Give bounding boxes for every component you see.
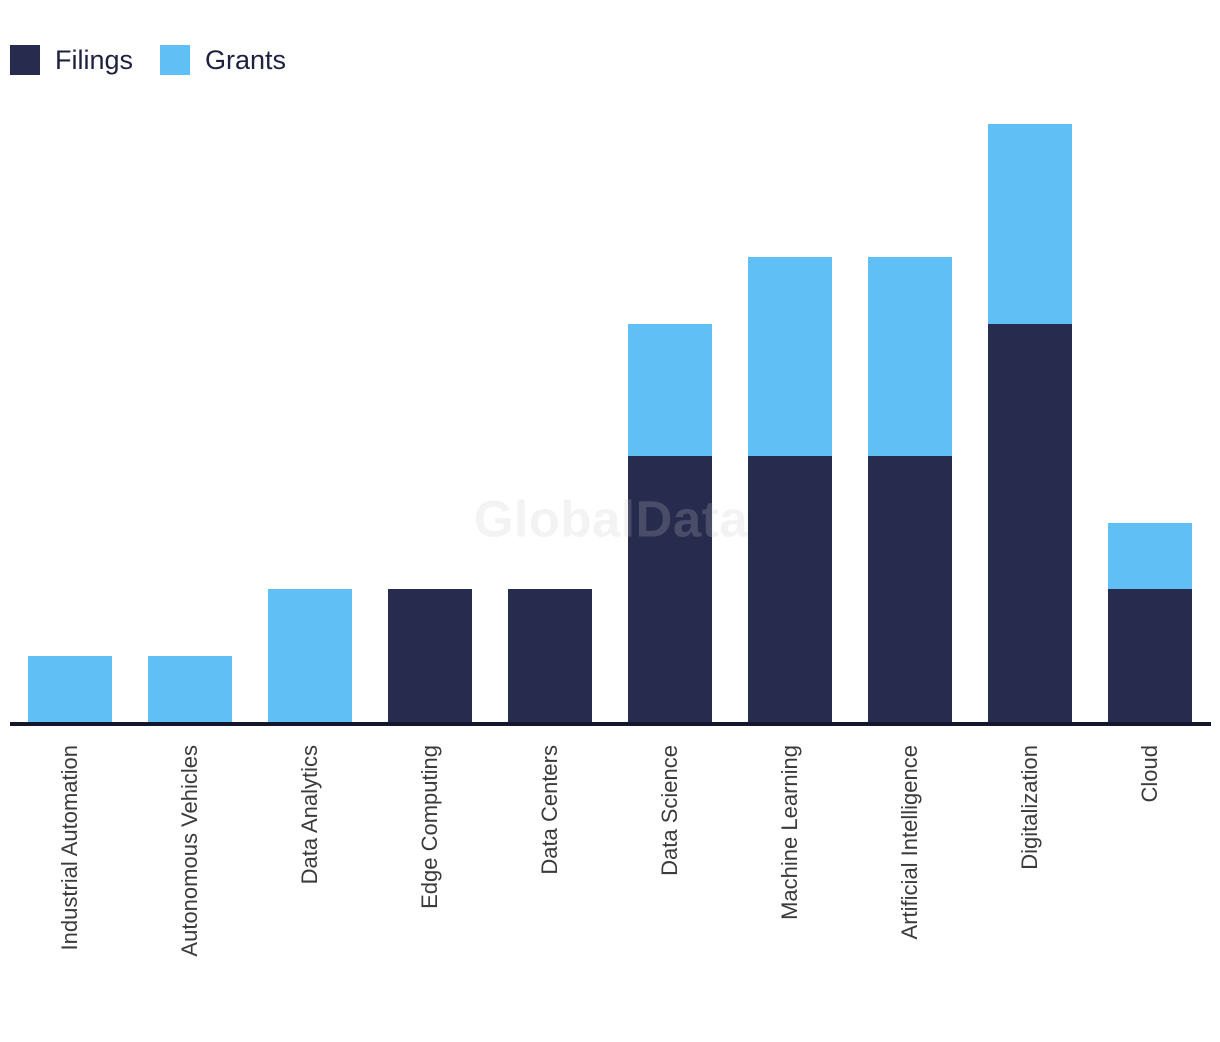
bar-segment-filings — [868, 456, 952, 722]
bar-segment-filings — [988, 323, 1072, 722]
bar-segment-grants — [268, 589, 352, 722]
bar-segment-grants — [28, 655, 112, 722]
legend-item-grants: Grants — [160, 45, 286, 75]
category-label: Digitalization — [1017, 745, 1042, 870]
category-label: Autonomous Vehicles — [177, 745, 202, 957]
category-label: Data Analytics — [297, 745, 322, 885]
bar-segment-grants — [1108, 522, 1192, 590]
legend-item-filings: Filings — [10, 45, 133, 75]
bar-segment-filings — [628, 456, 712, 722]
bar-segment-grants — [748, 257, 832, 457]
x-axis-line — [10, 722, 1211, 726]
category-label: Machine Learning — [777, 745, 802, 920]
grants-swatch-icon — [160, 45, 190, 75]
filings-swatch-icon — [10, 45, 40, 75]
legend-label-filings: Filings — [55, 45, 134, 75]
category-label: Data Science — [657, 745, 682, 876]
bar-segment-filings — [508, 589, 592, 722]
category-label: Industrial Automation — [57, 745, 82, 951]
category-label: Artificial Intelligence — [897, 745, 922, 940]
bar-segment-filings — [388, 589, 472, 722]
category-label: Data Centers — [537, 745, 562, 875]
bar-segment-grants — [148, 655, 232, 722]
category-label: Cloud — [1137, 745, 1162, 803]
category-label: Edge Computing — [417, 745, 442, 909]
bar-segment-grants — [628, 323, 712, 457]
bar-segment-grants — [868, 257, 952, 457]
bar-segment-grants — [988, 124, 1072, 324]
bar-segment-filings — [748, 456, 832, 722]
legend-label-grants: Grants — [205, 45, 287, 75]
bar-segment-filings — [1108, 589, 1192, 722]
